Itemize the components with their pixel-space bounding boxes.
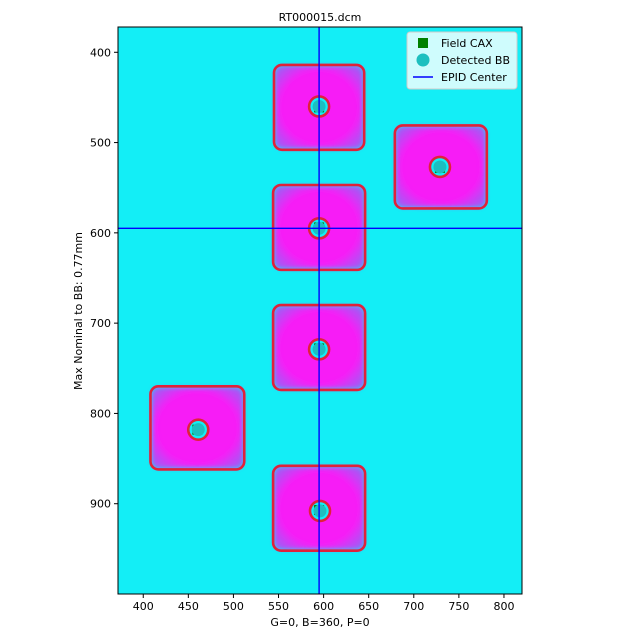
legend-field-cax-swatch [418, 38, 428, 48]
x-tick-label: 600 [313, 600, 334, 613]
detected-bb-marker-5 [191, 423, 205, 437]
legend-box [406, 31, 518, 90]
detected-bb-marker-2 [433, 160, 447, 174]
y-tick-label: 500 [90, 137, 111, 150]
x-tick-label: 700 [403, 600, 424, 613]
x-tick-label: 400 [133, 600, 154, 613]
y-tick-label: 800 [90, 407, 111, 420]
y-tick-label: 600 [90, 227, 111, 240]
x-tick-label: 650 [358, 600, 379, 613]
legend-label: Detected BB [441, 54, 510, 67]
y-tick-label: 400 [90, 46, 111, 59]
x-tick-label: 500 [223, 600, 244, 613]
detected-bb-marker-6 [313, 504, 327, 518]
legend-detected-bb-swatch [416, 53, 430, 67]
y-axis: 400 500 600 700 800 900 [90, 46, 118, 511]
y-tick-label: 900 [90, 498, 111, 511]
y-axis-label: Max Nominal to BB: 0.77mm [72, 232, 85, 390]
legend: Field CAX Detected BB EPID Center [406, 31, 518, 90]
legend-label: EPID Center [441, 71, 507, 84]
legend-label: Field CAX [441, 37, 493, 50]
chart-title: RT000015.dcm [279, 11, 362, 24]
x-tick-label: 800 [493, 600, 514, 613]
field-outline-5 [149, 385, 246, 471]
x-axis: 400 450 500 550 600 650 700 750 800 [133, 594, 514, 613]
x-tick-label: 450 [178, 600, 199, 613]
x-tick-label: 750 [448, 600, 469, 613]
x-axis-label: G=0, B=360, P=0 [270, 616, 369, 629]
plot-frame [117, 26, 523, 595]
plot-area [117, 26, 523, 595]
y-tick-label: 700 [90, 317, 111, 330]
x-tick-label: 550 [268, 600, 289, 613]
field-outline-2 [393, 124, 489, 210]
